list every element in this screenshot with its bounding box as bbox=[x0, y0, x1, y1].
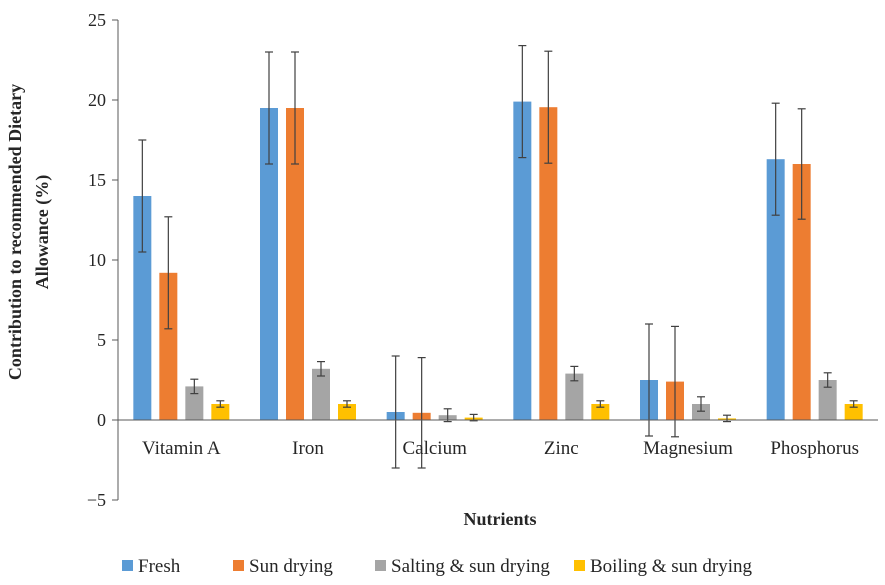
y-tick-label: 25 bbox=[88, 10, 106, 30]
bar bbox=[692, 404, 710, 420]
legend-swatch bbox=[375, 560, 386, 571]
legend-label: Salting & sun drying bbox=[391, 556, 550, 577]
bar bbox=[565, 373, 584, 420]
y-tick-label: −5 bbox=[87, 490, 106, 510]
y-axis-title-line-2: Allowance (%) bbox=[32, 175, 53, 289]
bar bbox=[312, 368, 330, 420]
bar bbox=[286, 108, 304, 420]
legend-swatch bbox=[233, 560, 244, 571]
x-tick-label: Iron bbox=[292, 438, 324, 459]
x-tick-label: Zinc bbox=[544, 438, 579, 459]
legend-label: Sun drying bbox=[249, 556, 333, 577]
bar bbox=[260, 108, 278, 420]
bar bbox=[591, 404, 610, 420]
legend-label: Fresh bbox=[138, 556, 181, 577]
bar bbox=[539, 107, 558, 420]
bar bbox=[513, 101, 532, 420]
bar bbox=[818, 380, 837, 420]
x-axis: Vitamin A Iron Calcium Zinc Magnesium Phospho… bbox=[118, 419, 878, 459]
y-axis: −5 0 5 10 15 20 25 bbox=[87, 10, 119, 510]
y-tick-label: 0 bbox=[97, 410, 106, 430]
bar bbox=[766, 159, 785, 420]
bar bbox=[338, 404, 356, 420]
bar bbox=[844, 404, 863, 420]
bar bbox=[185, 386, 204, 420]
x-tick-label: Calcium bbox=[402, 438, 467, 459]
legend-swatch bbox=[574, 560, 585, 571]
bar bbox=[133, 196, 152, 420]
bar bbox=[211, 404, 230, 420]
legend-swatch bbox=[122, 560, 133, 571]
x-tick-label: Phosphorus bbox=[770, 438, 859, 459]
x-tick-label: Magnesium bbox=[643, 438, 733, 459]
y-tick-label: 20 bbox=[88, 90, 106, 110]
y-tick-label: 10 bbox=[88, 250, 106, 270]
x-axis-title: Nutrients bbox=[464, 509, 537, 529]
bar bbox=[159, 272, 178, 420]
legend: Fresh Sun drying Salting & sun drying Boili… bbox=[122, 556, 753, 577]
y-axis-title-line-1: Contribution to recommended Dietary bbox=[5, 84, 25, 380]
y-tick-label: 15 bbox=[88, 170, 106, 190]
bar bbox=[792, 164, 811, 420]
plot-area bbox=[133, 44, 863, 469]
y-tick-label: 5 bbox=[97, 330, 106, 350]
legend-label: Boiling & sun drying bbox=[590, 556, 753, 577]
x-tick-label: Vitamin A bbox=[142, 438, 221, 459]
